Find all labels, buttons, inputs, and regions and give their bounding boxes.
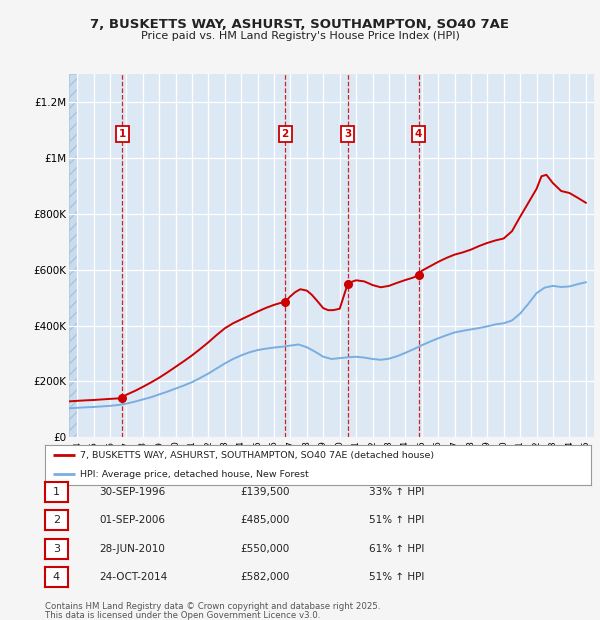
Text: 51% ↑ HPI: 51% ↑ HPI: [369, 515, 424, 525]
Text: 2: 2: [53, 515, 60, 525]
Text: 28-JUN-2010: 28-JUN-2010: [99, 544, 165, 554]
Text: Price paid vs. HM Land Registry's House Price Index (HPI): Price paid vs. HM Land Registry's House …: [140, 31, 460, 41]
Text: 30-SEP-1996: 30-SEP-1996: [99, 487, 165, 497]
Text: 1: 1: [119, 130, 126, 140]
Text: 2: 2: [281, 130, 289, 140]
Text: 01-SEP-2006: 01-SEP-2006: [99, 515, 165, 525]
Text: £485,000: £485,000: [240, 515, 289, 525]
Text: This data is licensed under the Open Government Licence v3.0.: This data is licensed under the Open Gov…: [45, 611, 320, 619]
Text: Contains HM Land Registry data © Crown copyright and database right 2025.: Contains HM Land Registry data © Crown c…: [45, 602, 380, 611]
Text: 51% ↑ HPI: 51% ↑ HPI: [369, 572, 424, 582]
Text: £139,500: £139,500: [240, 487, 290, 497]
Text: 61% ↑ HPI: 61% ↑ HPI: [369, 544, 424, 554]
Text: 24-OCT-2014: 24-OCT-2014: [99, 572, 167, 582]
Text: HPI: Average price, detached house, New Forest: HPI: Average price, detached house, New …: [80, 470, 309, 479]
Text: 1: 1: [53, 487, 60, 497]
Text: £550,000: £550,000: [240, 544, 289, 554]
Text: 7, BUSKETTS WAY, ASHURST, SOUTHAMPTON, SO40 7AE: 7, BUSKETTS WAY, ASHURST, SOUTHAMPTON, S…: [91, 19, 509, 31]
Text: 4: 4: [415, 130, 422, 140]
Text: 3: 3: [53, 544, 60, 554]
Bar: [69, 74, 77, 437]
Text: 4: 4: [53, 572, 60, 582]
Text: 33% ↑ HPI: 33% ↑ HPI: [369, 487, 424, 497]
Text: 3: 3: [344, 130, 352, 140]
Text: £582,000: £582,000: [240, 572, 289, 582]
Text: 7, BUSKETTS WAY, ASHURST, SOUTHAMPTON, SO40 7AE (detached house): 7, BUSKETTS WAY, ASHURST, SOUTHAMPTON, S…: [80, 451, 434, 459]
